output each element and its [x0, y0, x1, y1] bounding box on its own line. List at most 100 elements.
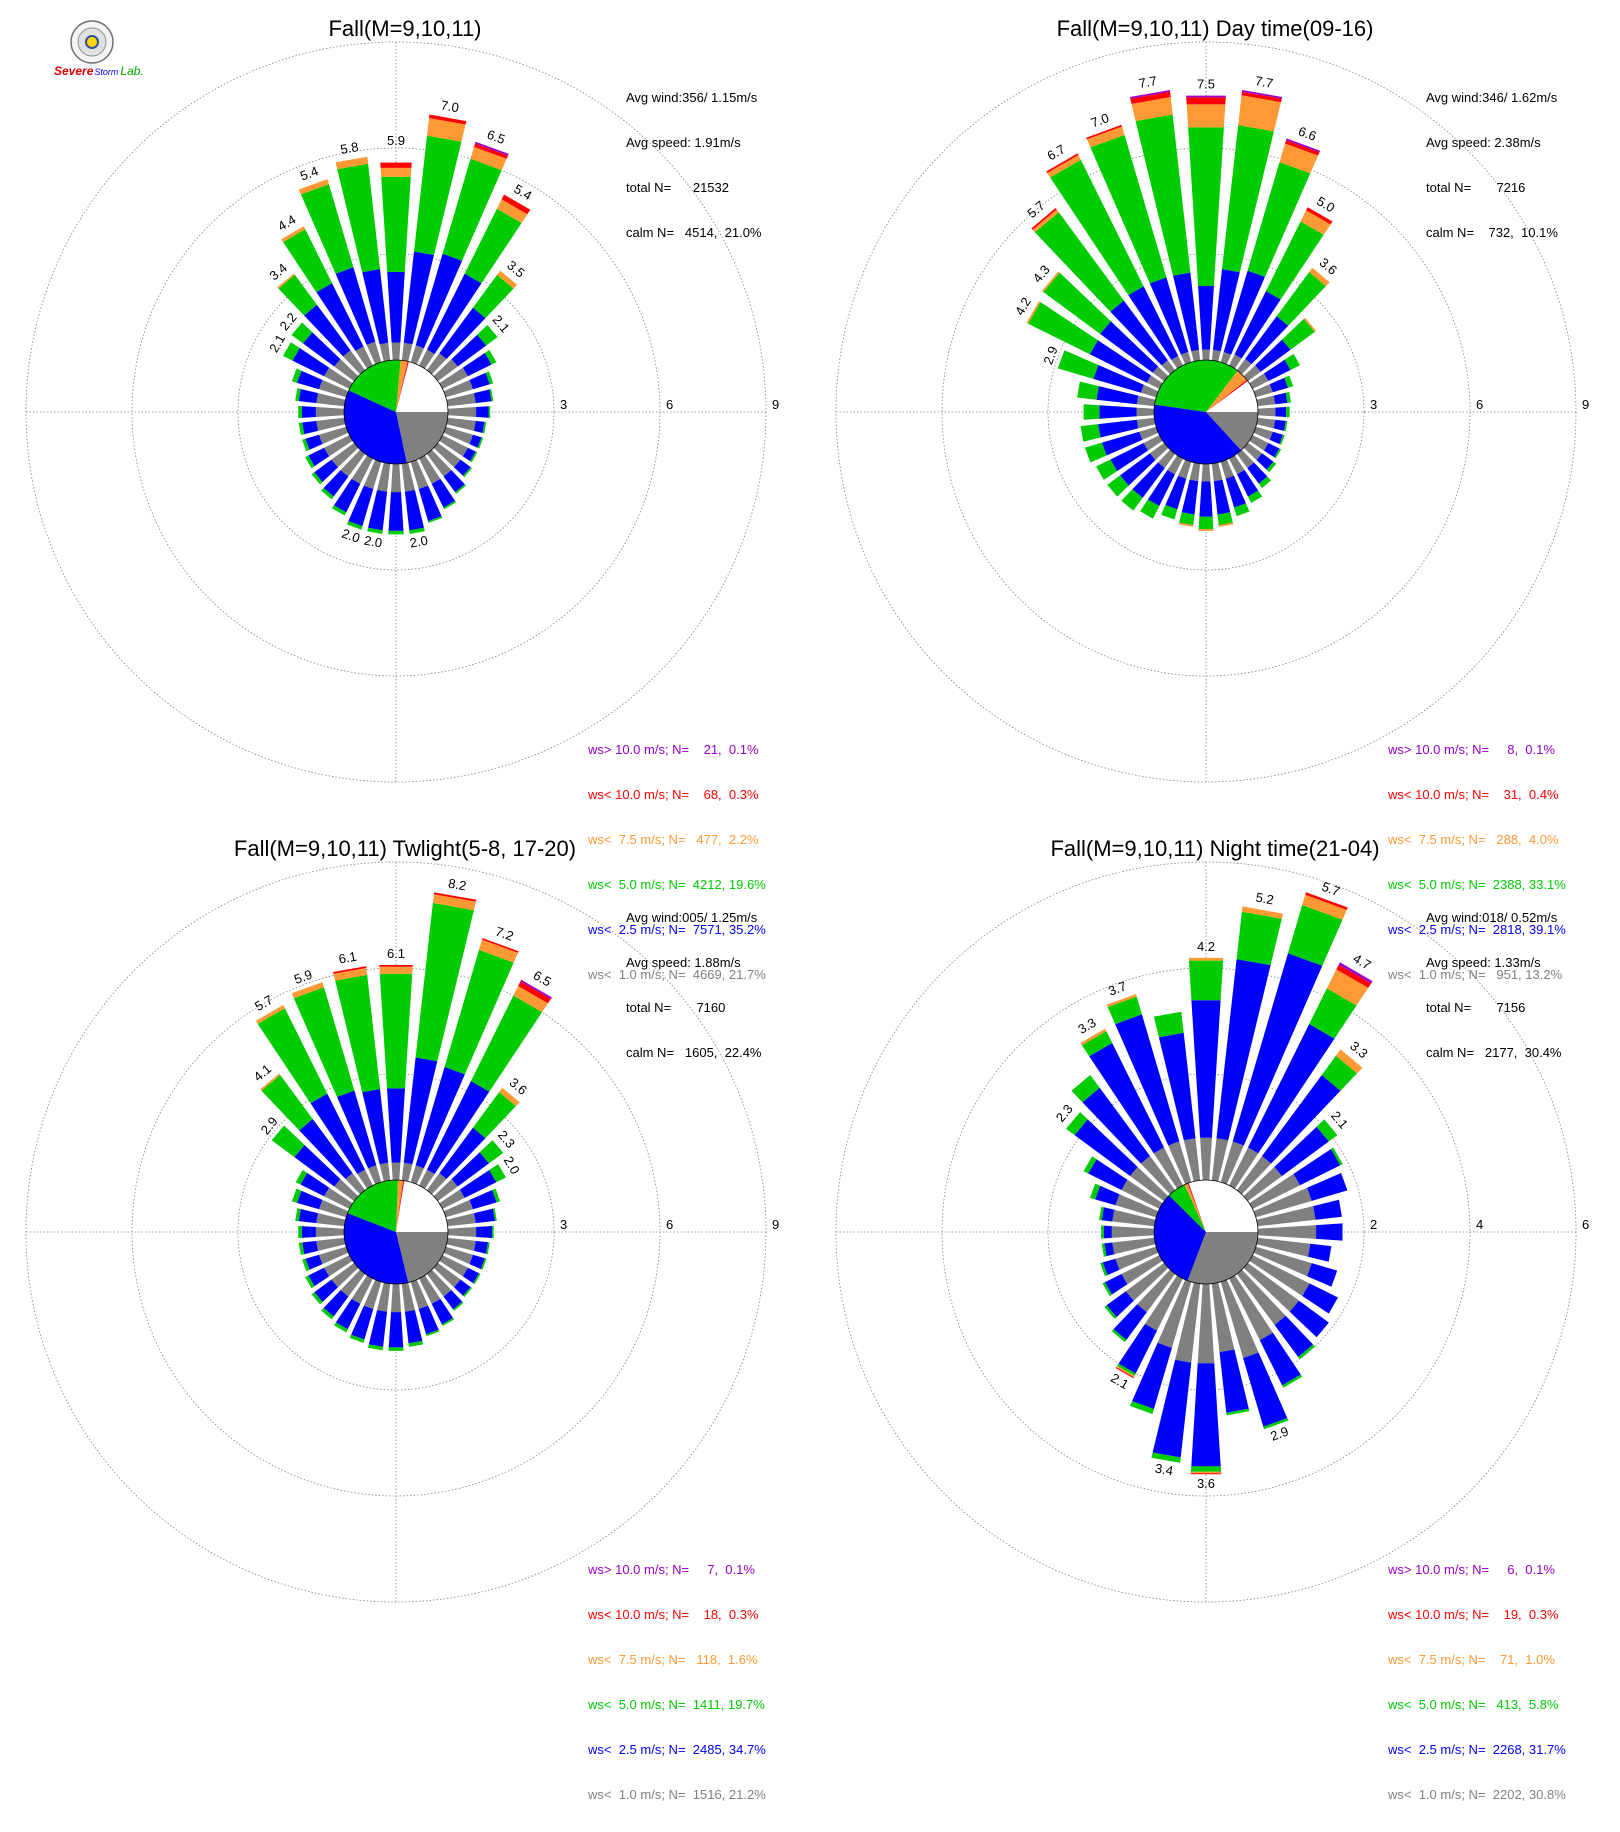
windrose-plot: 3 6 9 7.5 7.7 6.6 5.0 3.6 2.9 4.2 4.35.7 6.7 7.0 7.7: [835, 41, 1589, 783]
segment-lt2-5: [474, 1208, 496, 1224]
segment-lt5: [334, 1322, 348, 1333]
segment-lt5: [1090, 135, 1167, 284]
sector-bar-80: [446, 389, 494, 407]
segment-lt10: [1241, 91, 1282, 103]
sector-bar-120: [439, 435, 478, 463]
segment-lt5: [1217, 512, 1233, 526]
sector-bar-250: [1084, 426, 1159, 463]
segment-lt7-5: [1106, 994, 1137, 1008]
segment-lt5: [381, 176, 411, 272]
segment-lt5: [414, 135, 462, 255]
segment-lt1: [340, 1269, 366, 1297]
segment-lt1: [316, 417, 346, 431]
pie-outline: [1153, 1179, 1259, 1285]
sector-total-label: 2.9: [1268, 1424, 1290, 1444]
segment-lt5: [283, 229, 332, 293]
segment-lt1: [401, 462, 415, 492]
segment-lt2-5: [337, 1090, 377, 1169]
segment-lt7-5: [513, 986, 548, 1013]
segment-lt1: [1220, 459, 1234, 479]
segment-lt1: [410, 1165, 424, 1185]
segment-lt2-5: [1074, 1119, 1138, 1176]
segment-lt2-5: [1259, 1332, 1301, 1386]
sector-bar-150: [1229, 455, 1263, 503]
legend-row-gt10: ws> 10.0 m/s; N= 21, 0.1%: [588, 742, 759, 757]
segment-lt2-5: [1273, 392, 1288, 405]
segment-lt1: [419, 1169, 435, 1189]
sector-bar-320: 4.1: [251, 1061, 366, 1195]
segment-lt1: [324, 1255, 353, 1277]
sector-bar-310: 2.9: [258, 1114, 359, 1202]
segment-lt1: [1229, 354, 1242, 369]
segment-lt1: [324, 367, 353, 389]
sector-bar-200: [349, 1279, 382, 1343]
segment-lt5: [1043, 272, 1111, 334]
sector-bar-210: [1140, 455, 1183, 519]
sector-bar-80: [1256, 391, 1291, 407]
segment-lt2-5: [351, 1305, 374, 1340]
segment-lt2-5: [1191, 1000, 1221, 1138]
pie-slice-calm: [1188, 1179, 1258, 1232]
segment-lt1: [1253, 426, 1273, 440]
segment-lt5: [443, 500, 457, 510]
segment-lt2-5: [431, 1298, 454, 1325]
legend-row-lt5: ws< 5.0 m/s; N= 4212, 19.6%: [588, 877, 766, 892]
segment-lt2-5: [469, 434, 482, 448]
segment-lt5: [492, 1208, 497, 1221]
segment-lt5: [1066, 1112, 1088, 1136]
pie-slice-gt10: [396, 1180, 405, 1232]
segment-lt1: [391, 463, 401, 493]
segment-lt10: [433, 892, 477, 902]
sector-bar-10: 7.7: [1211, 73, 1283, 362]
segment-lt5: [492, 1225, 494, 1239]
segment-lt1: [446, 1213, 476, 1227]
segment-lt5: [1286, 406, 1290, 418]
sector-bar-200: 2.0: [340, 459, 382, 546]
ring-label: 2: [1370, 1217, 1377, 1232]
segment-lt2-5: [474, 389, 492, 404]
sector-bar-150: [419, 455, 457, 510]
segment-lt2-5: [1269, 431, 1283, 445]
sector-bar-310: 2.3: [1053, 1101, 1169, 1202]
segment-lt1: [1140, 384, 1159, 398]
segment-lt1: [316, 1237, 346, 1251]
segment-lt2-5: [1223, 270, 1265, 355]
segment-lt5: [271, 1125, 305, 1158]
ring-label: 3: [560, 397, 567, 412]
segment-lt1: [443, 426, 473, 445]
sector-total-label: 5.9: [292, 967, 314, 987]
stats-total-n: total N= 7156: [1426, 1000, 1526, 1015]
sector-total-label: 6.5: [531, 967, 554, 989]
sector-total-label: 5.2: [1255, 889, 1275, 907]
segment-lt5: [455, 484, 466, 494]
segment-lt10: [1336, 964, 1372, 988]
sector-bar-240: [1096, 435, 1163, 480]
sector-bar-270: [1083, 404, 1155, 420]
sector-bar-140: [426, 449, 466, 494]
segment-lt2-5: [476, 406, 489, 418]
segment-lt7-5: [255, 1005, 285, 1024]
segment-lt1: [315, 1227, 345, 1237]
sector-bar-20: 7.2: [410, 924, 519, 1185]
segment-lt1: [1229, 1275, 1273, 1341]
segment-lt5: [1284, 375, 1294, 388]
segment-lt2-5: [387, 271, 405, 343]
sector-bar-60: [1249, 1147, 1343, 1209]
segment-lt1: [357, 1169, 373, 1189]
segment-lt2-5: [427, 273, 482, 354]
segment-lt5: [311, 1292, 323, 1305]
segment-lt1: [1111, 1226, 1155, 1238]
sector-bar-350: 6.1: [333, 949, 391, 1182]
segment-lt5: [441, 1318, 455, 1326]
segment-lt2-5: [303, 332, 341, 367]
segment-lt5: [480, 1258, 487, 1270]
segment-lt2-5: [403, 1057, 438, 1165]
sector-total-label: 6.7: [1044, 141, 1067, 163]
sector-total-label: 6.5: [485, 127, 507, 147]
segment-lt2-5: [1149, 277, 1189, 355]
segment-lt1: [447, 1227, 477, 1237]
segment-lt2-5: [1191, 1363, 1221, 1467]
segment-lt2-5: [1273, 419, 1286, 431]
segment-lt7-5: [1116, 1365, 1135, 1378]
segment-lt1: [1257, 407, 1276, 417]
